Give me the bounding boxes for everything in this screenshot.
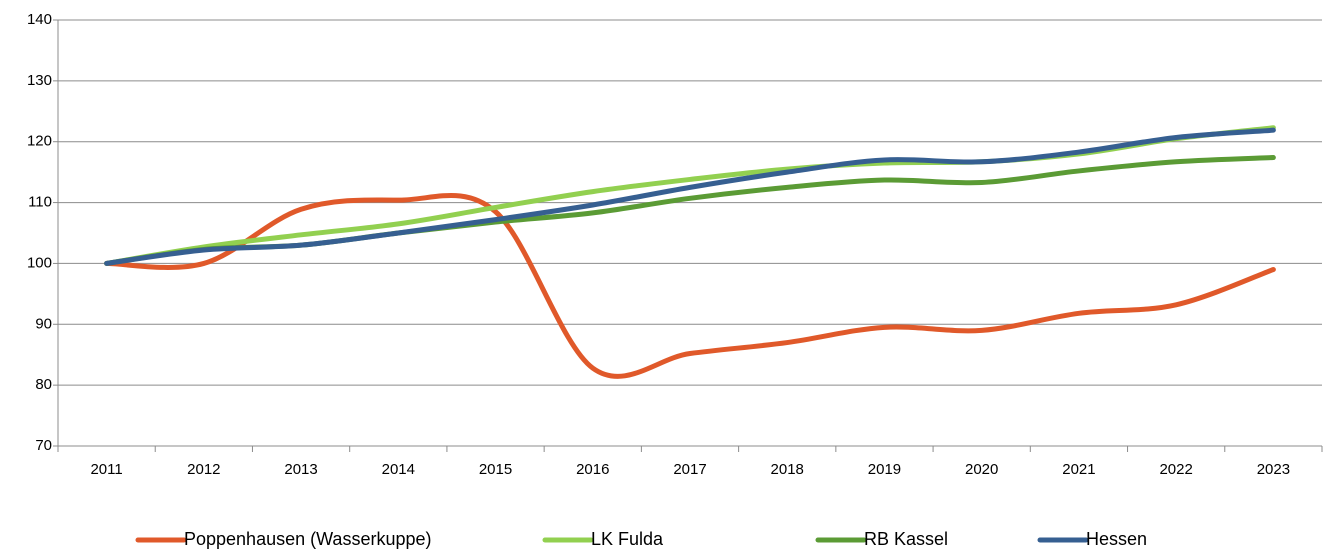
y-tick-label: 130 (27, 72, 52, 89)
x-tick-label: 2021 (1062, 461, 1095, 478)
series-line (104, 127, 1276, 266)
x-tick-label: 2020 (965, 461, 998, 478)
series-line (104, 192, 1276, 379)
x-tick-label: 2022 (1159, 461, 1192, 478)
y-tick-label: 90 (35, 315, 52, 332)
y-tick-label: 100 (27, 254, 52, 271)
x-tick-label: 2013 (284, 461, 317, 478)
x-tick-label: 2011 (90, 461, 122, 478)
x-tick-label: 2018 (771, 461, 804, 478)
x-tick-label: 2015 (479, 461, 512, 478)
legend-label: Hessen (1086, 529, 1147, 549)
legend-label: LK Fulda (591, 529, 664, 549)
x-tick-label: 2017 (673, 461, 706, 478)
y-tick-label: 140 (27, 11, 52, 28)
y-tick-label: 120 (27, 133, 52, 150)
y-tick-label: 70 (35, 437, 52, 454)
x-tick-label: 2014 (382, 461, 415, 478)
x-tick-label: 2012 (187, 461, 220, 478)
legend-label: Poppenhausen (Wasserkuppe) (184, 529, 431, 549)
x-tick-label: 2019 (868, 461, 901, 478)
x-tick-label: 2016 (576, 461, 609, 478)
x-tick-label: 2023 (1257, 461, 1290, 478)
y-tick-label: 110 (28, 194, 52, 211)
y-tick-label: 80 (35, 376, 52, 393)
legend-label: RB Kassel (864, 529, 948, 549)
